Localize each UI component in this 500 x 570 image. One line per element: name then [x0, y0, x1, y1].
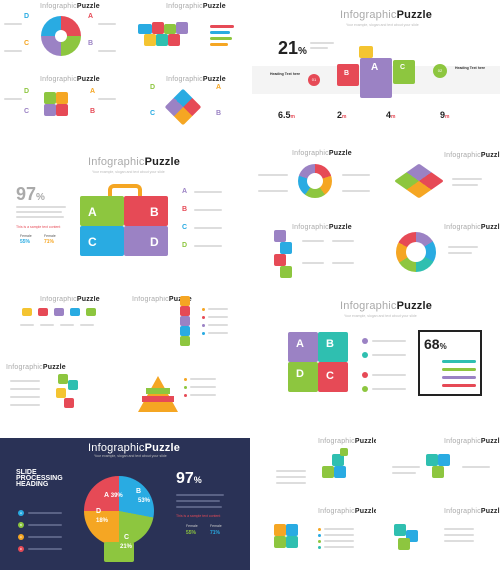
slide-thumb-2[interactable]: InfographicPuzzle: [126, 0, 250, 72]
slide-title: InfographicPuzzle: [444, 224, 500, 231]
slide-title: InfographicPuzzle: [40, 296, 100, 303]
stat-value: 21%: [278, 38, 307, 58]
bulb: [84, 476, 154, 546]
brief-b: [124, 196, 168, 226]
brief-d: [124, 226, 168, 256]
metric-4: 9m: [440, 110, 450, 120]
metric-2: 2m: [337, 110, 347, 120]
slide-title: InfographicPuzzle: [88, 156, 181, 168]
slide-title: InfographicPuzzle: [318, 508, 376, 515]
slide-thumb-5[interactable]: InfographicPuzzle Your example, slogan a…: [252, 0, 500, 144]
brief-c: [80, 226, 124, 256]
slide-title: InfographicPuzzle: [292, 224, 352, 231]
metric-1: 6.5m: [278, 110, 295, 120]
slide-thumb-1[interactable]: InfographicPuzzle A B C D: [0, 0, 124, 72]
slide-title: InfographicPuzzle: [40, 3, 100, 10]
slide-title: InfographicPuzzle: [340, 9, 433, 21]
slide-thumb-4[interactable]: InfographicPuzzle D A C B: [126, 74, 250, 144]
heading-left: Heading Text here: [270, 72, 301, 76]
circle-puzzle-center: [55, 30, 67, 42]
stat-value: 97%: [176, 470, 202, 487]
stat-box: [418, 330, 482, 396]
brief-a: [80, 196, 124, 226]
slide-subtitle: Your example, slogan and text about your…: [346, 23, 419, 27]
slide-thumb-11a[interactable]: InfographicPuzzle: [0, 296, 124, 362]
slide-thumb-9[interactable]: InfographicPuzzle: [252, 222, 376, 292]
slide-title: InfographicPuzzle: [88, 442, 181, 454]
pyramid: [138, 376, 178, 412]
badge-01: [308, 74, 320, 86]
metric-3: 4m: [386, 110, 396, 120]
slide-title: InfographicPuzzle: [166, 3, 226, 10]
slide-title: InfographicPuzzle: [444, 152, 500, 159]
slide-thumb-10[interactable]: InfographicPuzzle: [378, 222, 500, 292]
slide-title: InfographicPuzzle: [444, 438, 500, 445]
slide-thumb-7[interactable]: InfographicPuzzle: [252, 148, 376, 220]
slide-thumb-13[interactable]: InfographicPuzzle Your example, slogan a…: [0, 438, 250, 570]
stat-value: 68%: [424, 336, 447, 352]
red-note: This is a sample text content: [16, 225, 61, 229]
slide-thumb-8[interactable]: InfographicPuzzle: [378, 148, 500, 220]
puzzle-top: [359, 46, 373, 58]
slide-heading: SLIDE PROCESSING HEADING: [16, 469, 63, 488]
slide-thumb-12[interactable]: InfographicPuzzle Your example, slogan a…: [252, 294, 500, 430]
slide-thumb-14b[interactable]: InfographicPuzzle: [378, 436, 500, 502]
slide-thumb-14d[interactable]: InfographicPuzzle: [378, 504, 500, 570]
slide-title: InfographicPuzzle: [318, 438, 376, 445]
slide-thumb-11c[interactable]: InfographicPuzzle: [0, 362, 124, 430]
slide-thumb-11b[interactable]: InfographicPuzzle: [126, 296, 250, 362]
slide-thumb-14c[interactable]: InfographicPuzzle: [252, 504, 376, 570]
slide-title: InfographicPuzzle: [6, 364, 66, 371]
slide-title: InfographicPuzzle: [166, 76, 226, 83]
briefcase-handle: [108, 184, 142, 196]
slide-title: InfographicPuzzle: [444, 508, 500, 515]
slide-title: InfographicPuzzle: [340, 300, 433, 312]
letter-c: C: [24, 40, 30, 47]
puzzle-c: [393, 60, 415, 84]
kpi-1-value: 55%: [20, 239, 31, 245]
bulb-base: [104, 542, 134, 562]
slide-thumb-14a[interactable]: InfographicPuzzle: [252, 436, 376, 502]
puzzle-b: [337, 64, 359, 86]
letter-a: A: [88, 13, 94, 20]
letter-d: D: [24, 13, 30, 20]
slide-thumb-3[interactable]: InfographicPuzzle D A C B: [0, 74, 124, 144]
kpi-2-value: 71%: [44, 239, 55, 245]
slide-title: InfographicPuzzle: [40, 76, 100, 83]
kpi-2-label: Female: [44, 234, 56, 238]
puzzle-a: [360, 58, 392, 98]
heading-right: Heading Text here: [455, 66, 486, 70]
badge-02: [433, 64, 447, 78]
slide-thumb-6[interactable]: InfographicPuzzle Your example, slogan a…: [0, 148, 250, 292]
kpi-1-label: Female: [20, 234, 32, 238]
letter-b: B: [88, 40, 94, 47]
slide-thumb-11d[interactable]: [126, 362, 250, 430]
stat-value: 97%: [16, 184, 45, 204]
slide-title: InfographicPuzzle: [292, 150, 352, 157]
